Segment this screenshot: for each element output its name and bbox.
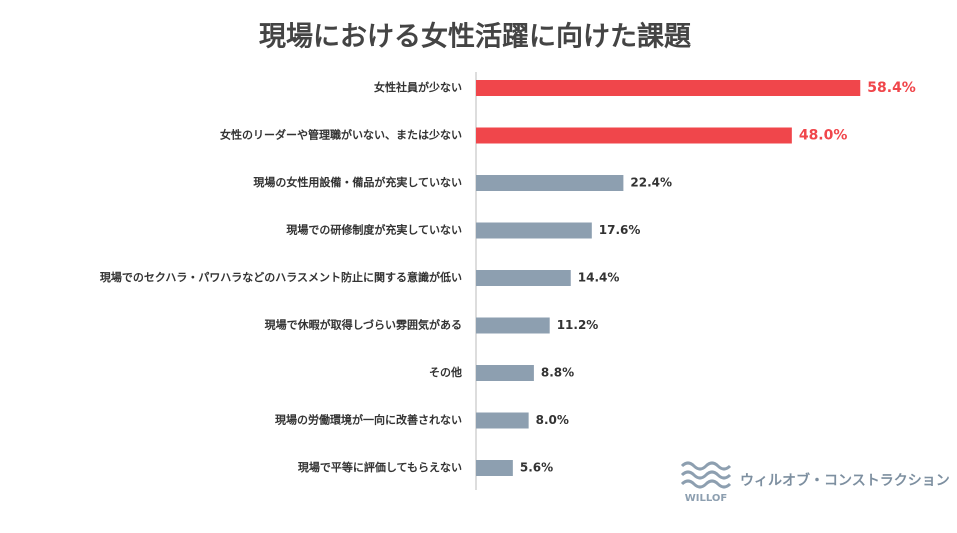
category-label: 現場で平等に評価してもらえない [298,460,462,474]
bar [476,317,550,334]
value-label: 48.0% [799,128,848,144]
value-label: 14.4% [578,271,620,285]
bar [476,270,571,286]
bar [476,80,861,96]
bar [476,365,534,381]
value-label: 58.4% [867,80,916,96]
category-label: 女性のリーダーや管理職がいない、または少ない [220,128,462,142]
bar [476,127,792,144]
value-label: 8.0% [536,413,569,427]
logo-mark: WILLOF [685,493,727,504]
category-label: 現場での研修制度が充実していない [286,223,462,237]
category-label: 現場の女性用設備・備品が充実していない [253,175,462,189]
bar [476,175,624,191]
bar [476,412,529,429]
value-label: 22.4% [630,176,672,190]
bar [476,222,592,239]
bar [476,460,513,476]
value-label: 8.8% [541,366,574,380]
category-label: その他 [429,365,462,379]
chart-title: 現場における女性活躍に向けた課題 [259,21,692,53]
category-label: 現場でのセクハラ・パワハラなどのハラスメント防止に関する意識が低い [100,270,462,284]
category-label: 女性社員が少ない [374,80,462,94]
category-label: 現場で休暇が取得しづらい雰囲気がある [265,318,462,332]
logo-icon [680,461,732,489]
value-label: 17.6% [599,223,641,237]
value-label: 5.6% [520,461,553,475]
value-label: 11.2% [557,318,599,332]
logo-name: ウィルオブ・コンストラクション [740,472,950,489]
category-label: 現場の労働環境が一向に改善されない [275,413,462,427]
